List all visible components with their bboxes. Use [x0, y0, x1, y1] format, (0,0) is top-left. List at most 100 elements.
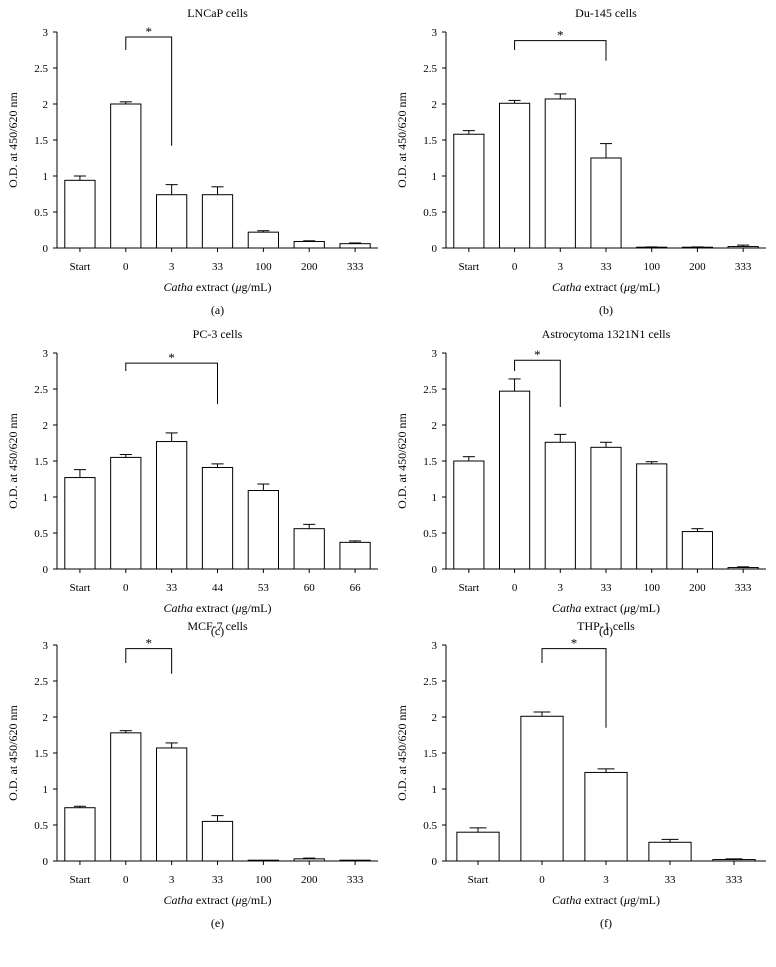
- significance-bracket: [125, 362, 218, 405]
- x-axis-label: Catha extract (μg/mL): [552, 280, 660, 294]
- y-tick-label: 2.5: [34, 63, 48, 75]
- bar-333: [727, 567, 759, 570]
- bar-33: [201, 820, 234, 862]
- y-tick-label: 0.5: [34, 528, 48, 540]
- panel-tag: (e): [211, 916, 224, 930]
- chart-title: LNCaP cells: [187, 6, 248, 20]
- y-tick-label: 0.5: [34, 207, 48, 219]
- significance-bracket: [514, 40, 607, 61]
- bar-Start: [453, 133, 485, 249]
- x-tick-label: 0: [123, 874, 129, 886]
- bar-Start: [64, 807, 96, 862]
- y-tick-label: 1: [432, 784, 438, 796]
- significance-bracket: [125, 36, 173, 146]
- y-tick-label: 1: [43, 784, 49, 796]
- x-axis-label: Catha extract (μg/mL): [552, 893, 660, 907]
- chart-title: THP-1 cells: [577, 619, 635, 633]
- chart-title: MCF-7 cells: [187, 619, 248, 633]
- x-tick-label: 53: [258, 582, 270, 594]
- x-tick-label: Start: [458, 261, 479, 273]
- bar-Start: [456, 831, 500, 862]
- bar-Start: [64, 179, 96, 249]
- x-tick-label: 3: [558, 261, 564, 273]
- chart-panel-d: Astrocytoma 1321N1 cells 0 0.5 1 1.5 2 2.5 3 O.D…: [395, 327, 766, 638]
- bar-33: [156, 441, 188, 570]
- y-tick-label: 0: [432, 243, 438, 255]
- x-tick-label: 33: [665, 874, 677, 886]
- x-tick-label: 200: [689, 261, 706, 273]
- bar-53: [247, 490, 279, 570]
- x-tick-label: Start: [70, 261, 91, 273]
- bar-33: [648, 841, 692, 862]
- x-tick-label: 3: [169, 261, 175, 273]
- chart-title: PC-3 cells: [193, 327, 243, 341]
- y-tick-label: 1: [43, 492, 49, 504]
- bar-100: [636, 463, 668, 570]
- x-tick-label: 33: [601, 582, 613, 594]
- x-tick-label: 33: [212, 261, 224, 273]
- x-tick-label: 3: [558, 582, 564, 594]
- x-axis-label: Catha extract (μg/mL): [552, 601, 660, 615]
- y-tick-label: 1.5: [423, 748, 437, 760]
- bar-200: [293, 858, 325, 862]
- x-tick-label: 3: [169, 874, 175, 886]
- significance-bracket: [125, 648, 173, 674]
- y-tick-label: 1: [432, 492, 438, 504]
- bar-60: [293, 528, 325, 570]
- y-tick-label: 2.5: [423, 384, 437, 396]
- x-tick-label: 200: [689, 582, 706, 594]
- bar-0: [498, 390, 531, 570]
- x-tick-label: 0: [512, 582, 518, 594]
- bar-3: [544, 441, 576, 570]
- x-tick-label: 60: [304, 582, 316, 594]
- x-tick-label: 333: [347, 874, 364, 886]
- chart-panel-c: PC-3 cells 0 0.5 1 1.5 2 2.5 3 O.D. at 450/620 n…: [6, 327, 378, 638]
- x-tick-label: 333: [347, 261, 364, 273]
- y-tick-label: 0.5: [34, 820, 48, 832]
- y-tick-label: 2: [432, 420, 438, 432]
- x-tick-label: Start: [70, 582, 91, 594]
- y-tick-label: 1.5: [423, 135, 437, 147]
- x-tick-label: 200: [301, 874, 318, 886]
- panel-tag: (d): [599, 624, 613, 638]
- y-tick-label: 3: [43, 640, 49, 652]
- x-tick-label: 33: [166, 582, 178, 594]
- bar-0: [110, 103, 142, 249]
- y-tick-label: 0: [43, 856, 49, 868]
- bar-Start: [453, 460, 485, 570]
- bar-0: [110, 732, 142, 862]
- x-tick-label: 33: [601, 261, 613, 273]
- y-tick-label: 2: [432, 712, 438, 724]
- bar-3: [584, 771, 628, 862]
- bar-44: [201, 466, 234, 570]
- bar-33: [201, 194, 234, 249]
- y-tick-label: 0: [432, 564, 438, 576]
- chart-title: Astrocytoma 1321N1 cells: [542, 327, 671, 341]
- x-tick-label: Start: [468, 874, 489, 886]
- chart-panel-a: LNCaP cells 0 0.5 1 1.5 2 2.5 3 O.D. at 450/620 …: [6, 6, 378, 317]
- y-tick-label: 1.5: [34, 748, 48, 760]
- y-tick-label: 2: [43, 712, 49, 724]
- y-tick-label: 1.5: [34, 456, 48, 468]
- bar-0: [498, 102, 531, 249]
- y-tick-label: 1: [432, 171, 438, 183]
- bar-3: [544, 98, 576, 249]
- bar-100: [247, 231, 279, 249]
- significance-star: *: [168, 350, 175, 365]
- significance-star: *: [571, 636, 578, 651]
- y-tick-label: 1.5: [34, 135, 48, 147]
- y-axis-label: O.D. at 450/620 nm: [395, 705, 409, 801]
- x-tick-label: 200: [301, 261, 318, 273]
- bar-333: [339, 859, 371, 862]
- y-tick-label: 0.5: [423, 207, 437, 219]
- x-tick-label: 44: [212, 582, 224, 594]
- y-tick-label: 3: [43, 27, 49, 39]
- bar-33: [590, 446, 622, 570]
- bar-333: [339, 243, 371, 249]
- bar-333: [712, 859, 756, 862]
- x-tick-label: 100: [643, 261, 660, 273]
- x-tick-label: 100: [255, 261, 272, 273]
- y-axis-label: O.D. at 450/620 nm: [6, 705, 20, 801]
- y-tick-label: 1.5: [423, 456, 437, 468]
